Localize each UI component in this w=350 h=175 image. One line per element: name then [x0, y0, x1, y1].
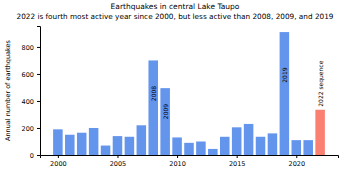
y-tick: 200 — [22, 125, 40, 133]
x-axis: 2000 2005 2010 2015 2020 — [41, 155, 339, 168]
bar — [101, 146, 111, 155]
bar — [89, 128, 99, 155]
y-tick-mark — [37, 128, 40, 129]
x-tick-label: 2020 — [289, 160, 306, 168]
annotation: 2008 — [150, 86, 157, 101]
annotation: 2009 — [162, 104, 169, 119]
y-tick-label: 600 — [22, 71, 34, 79]
x-tick: 2005 — [110, 155, 127, 168]
bar — [208, 149, 218, 155]
subtitle: 2022 is fourth most active year since 20… — [17, 12, 334, 21]
bar — [220, 137, 230, 155]
x-tick-label: 2000 — [50, 160, 67, 168]
bar — [160, 88, 170, 155]
bars — [53, 32, 325, 155]
bar — [77, 133, 87, 155]
bar — [172, 137, 182, 155]
y-tick-mark — [37, 74, 40, 75]
bar — [53, 129, 63, 155]
y-tick-mark — [37, 47, 40, 48]
y-axis: 0 200 400 600 800 — [22, 27, 41, 160]
annotation: 2019 — [281, 67, 288, 82]
y-tick-mark — [37, 101, 40, 102]
x-axis-line — [41, 156, 339, 159]
x-tick-label: 2005 — [110, 160, 127, 168]
bar — [196, 141, 206, 155]
y-tick: 600 — [22, 71, 40, 79]
x-tick-mark — [58, 155, 59, 158]
bar — [232, 127, 242, 155]
x-tick: 2020 — [289, 155, 306, 168]
y-tick-label: 0 — [30, 152, 34, 160]
title: Earthquakes in central Lake Taupo — [111, 2, 240, 11]
y-tick: 0 — [30, 152, 40, 160]
x-tick-mark — [237, 155, 238, 158]
bar — [292, 140, 302, 155]
bar — [303, 140, 313, 155]
x-tick: 2015 — [229, 155, 246, 168]
bar — [148, 60, 158, 155]
bar — [137, 125, 147, 155]
bar — [125, 137, 135, 155]
bar — [184, 143, 194, 155]
y-tick: 400 — [22, 98, 40, 106]
y-axis-line — [37, 27, 41, 156]
x-tick-label: 2010 — [169, 160, 186, 168]
y-tick: 800 — [22, 44, 40, 52]
y-axis-title: Annual number of earthquakes — [4, 39, 12, 141]
bar — [256, 137, 266, 155]
x-tick-label: 2015 — [229, 160, 246, 168]
y-tick-mark — [37, 155, 40, 156]
x-tick: 2010 — [169, 155, 186, 168]
bar — [280, 32, 290, 155]
x-tick-mark — [177, 155, 178, 158]
bar — [244, 124, 254, 155]
y-tick-label: 200 — [22, 125, 34, 133]
bar — [113, 136, 123, 155]
x-tick-mark — [117, 155, 118, 158]
y-tick-label: 400 — [22, 98, 34, 106]
bar — [65, 135, 75, 155]
x-tick-mark — [296, 155, 297, 158]
y-tick-label: 800 — [22, 44, 34, 52]
annotation: 2022 sequence — [317, 60, 325, 106]
x-tick: 2000 — [50, 155, 67, 168]
plot: 2000200520102015202002004006008002008200… — [22, 27, 339, 168]
annotations: 2008 2009 2019 2022 sequence — [150, 60, 325, 119]
bar — [315, 110, 325, 155]
bar — [268, 133, 278, 155]
